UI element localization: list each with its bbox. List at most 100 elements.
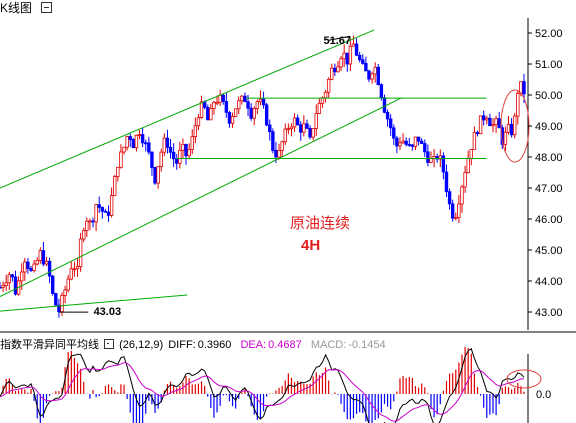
candle-body xyxy=(314,113,318,129)
candle-body xyxy=(10,274,15,278)
macd-diff-value: 0.3960 xyxy=(197,339,232,351)
candle-body xyxy=(88,220,92,223)
candle-body xyxy=(4,282,8,286)
candle-body xyxy=(119,151,123,168)
candle-body xyxy=(519,81,523,94)
candle-body xyxy=(280,141,284,151)
candle-body xyxy=(413,136,418,147)
candle-body xyxy=(168,146,173,153)
candle-body xyxy=(506,123,511,133)
price-tick-label: 46.00 xyxy=(535,214,563,226)
candle-body xyxy=(230,116,235,124)
candle-body xyxy=(165,137,170,148)
chart-title: 原油连续 xyxy=(290,214,350,232)
candle-body xyxy=(91,220,95,223)
candle-body xyxy=(354,43,359,56)
candlestick-series xyxy=(0,35,526,318)
macd-pane: 0.0 xyxy=(0,346,551,423)
candle-body xyxy=(215,101,219,104)
price-tick-label: 45.00 xyxy=(535,245,563,257)
candle-body xyxy=(512,115,517,136)
candle-body xyxy=(274,150,278,158)
highlight-ellipse-macd xyxy=(506,369,542,389)
candle-body xyxy=(289,126,294,130)
price-tick-label: 51.00 xyxy=(535,59,563,71)
candle-body xyxy=(268,124,272,133)
candle-body xyxy=(500,127,504,145)
candle-body xyxy=(423,143,427,153)
candle-body xyxy=(429,158,433,163)
price-pane: 51.67 43.03 52.00 51.00 50.00 49.00 48.00 47.0… xyxy=(0,18,563,330)
candle-body xyxy=(475,132,480,135)
upper-channel-line xyxy=(0,29,375,189)
macd-macd-label: MACD: xyxy=(310,339,347,351)
price-tick-label: 44.00 xyxy=(535,276,563,288)
trend-lines: 51.67 43.03 xyxy=(0,29,530,318)
candle-body xyxy=(283,128,287,143)
candle-body xyxy=(376,66,380,86)
candle-body xyxy=(305,123,309,129)
candle-body xyxy=(54,293,58,306)
candle-body xyxy=(255,101,260,109)
candle-body xyxy=(326,78,331,93)
candle-body xyxy=(190,136,194,150)
candle-body xyxy=(466,157,470,174)
candle-body xyxy=(20,271,24,282)
candle-body xyxy=(388,118,393,129)
candle-body xyxy=(97,204,101,208)
candle-body xyxy=(317,102,322,114)
candle-body xyxy=(370,73,374,80)
macd-histogram xyxy=(2,346,525,423)
candle-body xyxy=(457,203,461,218)
candle-body xyxy=(249,107,253,119)
minimize-box-icon[interactable] xyxy=(41,2,53,13)
candle-body xyxy=(51,275,55,294)
candle-body xyxy=(171,151,176,160)
candle-body xyxy=(23,261,27,273)
candle-body xyxy=(125,136,129,148)
macd-dea-line xyxy=(0,362,525,422)
candle-body xyxy=(516,92,520,117)
candle-body xyxy=(224,101,229,113)
candle-body xyxy=(404,140,408,145)
candle-body xyxy=(478,115,483,135)
lower-channel-line xyxy=(0,97,402,297)
candle-body xyxy=(131,139,136,149)
chart-window-header: K线图 xyxy=(0,0,576,18)
candle-body xyxy=(209,108,213,121)
price-tick-label: 50.00 xyxy=(535,90,563,102)
candle-body xyxy=(113,176,117,196)
candle-body xyxy=(147,142,151,153)
candle-body xyxy=(311,128,315,138)
candle-body xyxy=(103,210,108,213)
candle-body xyxy=(175,158,179,164)
candle-body xyxy=(38,250,43,261)
candle-body xyxy=(292,117,297,128)
candle-body xyxy=(150,151,154,168)
candle-body xyxy=(450,203,455,219)
candle-body xyxy=(109,195,114,216)
candle-body xyxy=(0,286,2,289)
price-axis-ticks: 52.00 51.00 50.00 49.00 48.00 47.00 46.00 45.00… xyxy=(528,28,563,319)
candle-body xyxy=(144,142,148,145)
candle-body xyxy=(522,81,526,95)
macd-params: (26,12,9) xyxy=(119,339,164,351)
candle-body xyxy=(137,134,142,136)
candle-body xyxy=(460,186,464,205)
candle-body xyxy=(162,137,167,153)
high-annotation-pointer xyxy=(328,35,351,41)
candle-body xyxy=(339,58,343,68)
macd-pane-icon[interactable] xyxy=(104,339,115,349)
candle-body xyxy=(116,166,120,177)
candle-body xyxy=(488,117,492,127)
candle-body xyxy=(100,207,105,212)
price-tick-label: 48.00 xyxy=(535,152,563,164)
candle-body xyxy=(441,155,446,173)
candle-body xyxy=(140,134,145,144)
macd-name: 指数平滑异同平均线 xyxy=(0,339,99,351)
candle-body xyxy=(407,144,411,146)
high-annotation-label: 51.67 xyxy=(323,35,351,47)
candle-body xyxy=(29,268,33,271)
candle-body xyxy=(7,274,12,284)
candle-body xyxy=(187,149,191,157)
